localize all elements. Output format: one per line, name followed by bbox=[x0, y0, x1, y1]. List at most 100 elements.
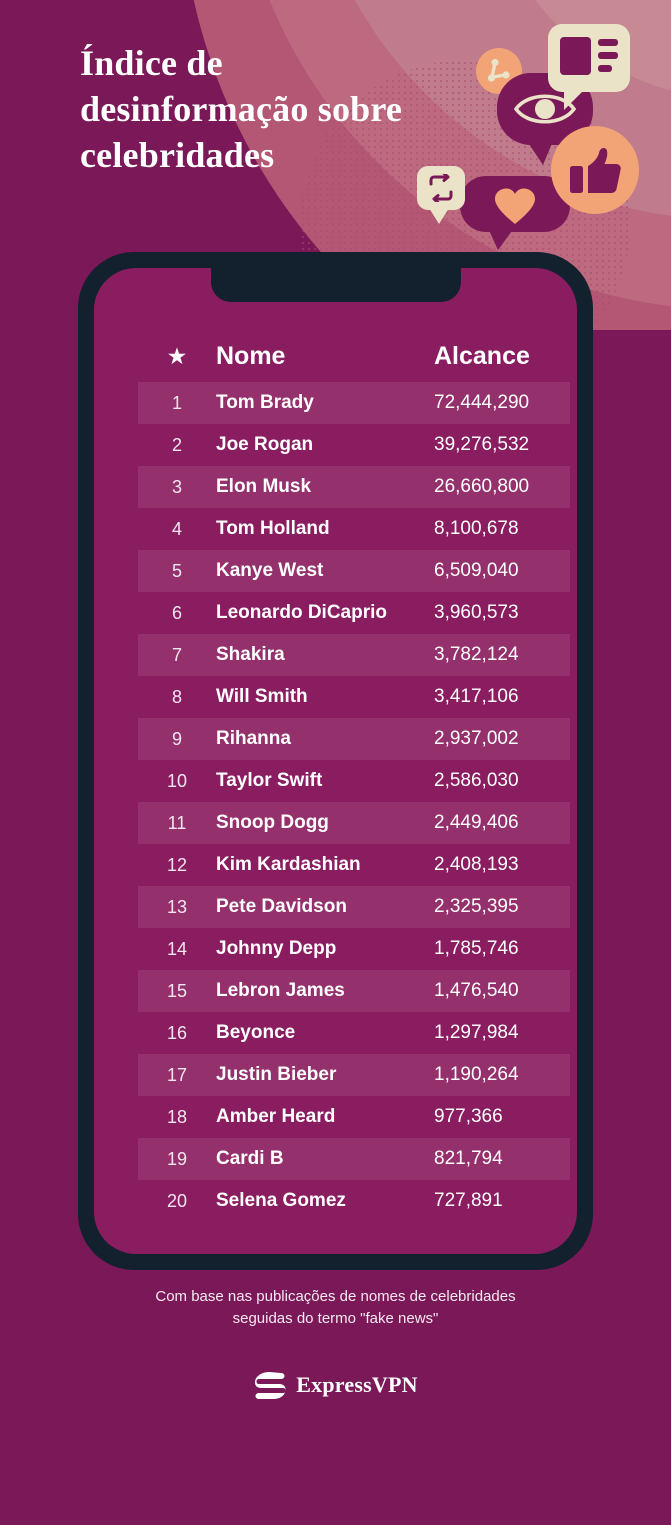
row-reach: 26,660,800 bbox=[434, 476, 530, 497]
row-reach: 3,782,124 bbox=[434, 644, 519, 665]
row-rank: 16 bbox=[166, 1022, 188, 1043]
row-rank: 6 bbox=[171, 602, 182, 623]
row-rank: 8 bbox=[171, 686, 182, 707]
row-name: Taylor Swift bbox=[216, 770, 323, 791]
row-reach: 1,190,264 bbox=[434, 1064, 519, 1085]
brand-name: ExpressVPN bbox=[296, 1372, 418, 1397]
row-rank: 7 bbox=[171, 644, 182, 665]
row-reach: 6,509,040 bbox=[434, 560, 519, 581]
row-reach: 727,891 bbox=[434, 1190, 503, 1211]
star-icon: ★ bbox=[168, 345, 186, 368]
row-name: Joe Rogan bbox=[216, 434, 314, 455]
row-reach: 1,476,540 bbox=[434, 980, 519, 1001]
table-row: 7 Shakira 3,782,124 bbox=[138, 634, 570, 676]
table-row: 10 Taylor Swift 2,586,030 bbox=[138, 760, 570, 802]
row-reach: 977,366 bbox=[434, 1106, 503, 1127]
phone-screen: ★ Nome Alcance 1 Tom Brady 72,444,290 2 … bbox=[94, 268, 577, 1254]
row-rank: 10 bbox=[166, 770, 188, 791]
row-rank: 18 bbox=[166, 1106, 188, 1127]
social-icon-cluster bbox=[0, 0, 671, 250]
row-reach: 821,794 bbox=[434, 1148, 503, 1169]
row-rank: 4 bbox=[171, 518, 182, 539]
table-row: 9 Rihanna 2,937,002 bbox=[138, 718, 570, 760]
thumbs-up-glyph bbox=[570, 148, 621, 193]
table-row: 1 Tom Brady 72,444,290 bbox=[138, 382, 570, 424]
row-name: Shakira bbox=[216, 644, 285, 665]
post-bubble-icon bbox=[548, 24, 630, 110]
row-name: Will Smith bbox=[216, 686, 308, 707]
table-row: 3 Elon Musk 26,660,800 bbox=[138, 466, 570, 508]
table-row: 18 Amber Heard 977,366 bbox=[138, 1096, 570, 1138]
row-reach: 2,937,002 bbox=[434, 728, 519, 749]
row-reach: 72,444,290 bbox=[434, 392, 530, 413]
row-rank: 14 bbox=[166, 938, 188, 959]
row-rank: 1 bbox=[171, 392, 182, 413]
row-rank: 17 bbox=[166, 1064, 188, 1085]
retweet-icon bbox=[417, 166, 465, 224]
row-name: Selena Gomez bbox=[216, 1190, 346, 1211]
table-row: 11 Snoop Dogg 2,449,406 bbox=[138, 802, 570, 844]
table-row: 14 Johnny Depp 1,785,746 bbox=[138, 928, 570, 970]
row-reach: 2,586,030 bbox=[434, 770, 519, 791]
retweet-glyph bbox=[429, 174, 453, 202]
expressvpn-mark-icon bbox=[255, 1372, 286, 1399]
row-reach: 1,297,984 bbox=[434, 1022, 519, 1043]
row-name: Amber Heard bbox=[216, 1106, 336, 1127]
row-rank: 15 bbox=[166, 980, 188, 1001]
table-row: 5 Kanye West 6,509,040 bbox=[138, 550, 570, 592]
row-name: Justin Bieber bbox=[216, 1064, 337, 1085]
row-name: Leonardo DiCaprio bbox=[216, 602, 388, 623]
table-row: 12 Kim Kardashian 2,408,193 bbox=[138, 844, 570, 886]
row-reach: 2,449,406 bbox=[434, 812, 519, 833]
row-reach: 2,325,395 bbox=[434, 896, 519, 917]
ranking-table: ★ Nome Alcance 1 Tom Brady 72,444,290 2 … bbox=[138, 330, 570, 1222]
table-row: 13 Pete Davidson 2,325,395 bbox=[138, 886, 570, 928]
thumbs-up-icon bbox=[551, 126, 639, 214]
table-row: 16 Beyonce 1,297,984 bbox=[138, 1012, 570, 1054]
footnote: Com base nas publicações de nomes de cel… bbox=[155, 1288, 516, 1327]
row-rank: 9 bbox=[171, 728, 182, 749]
column-header-reach: Alcance bbox=[434, 341, 530, 370]
brand-logo: ExpressVPN bbox=[0, 1370, 671, 1400]
page-title: Índice de desinformação sobre celebridad… bbox=[80, 43, 403, 176]
phone-frame: ★ Nome Alcance 1 Tom Brady 72,444,290 2 … bbox=[78, 252, 593, 1270]
row-name: Kim Kardashian bbox=[216, 854, 361, 875]
row-reach: 8,100,678 bbox=[434, 518, 519, 539]
row-name: Kanye West bbox=[216, 560, 324, 581]
table-row: 6 Leonardo DiCaprio 3,960,573 bbox=[138, 592, 570, 634]
row-name: Pete Davidson bbox=[216, 896, 347, 917]
row-rank: 5 bbox=[171, 560, 182, 581]
row-name: Rihanna bbox=[216, 728, 291, 749]
table-row: 15 Lebron James 1,476,540 bbox=[138, 970, 570, 1012]
row-rank: 12 bbox=[166, 854, 188, 875]
row-name: Lebron James bbox=[216, 980, 345, 1001]
table-row: 2 Joe Rogan 39,276,532 bbox=[138, 424, 570, 466]
row-rank: 3 bbox=[171, 476, 182, 497]
row-rank: 13 bbox=[166, 896, 188, 917]
table-row: 4 Tom Holland 8,100,678 bbox=[138, 508, 570, 550]
row-rank: 20 bbox=[166, 1190, 188, 1211]
column-header-name: Nome bbox=[216, 341, 286, 370]
post-text-lines bbox=[598, 39, 618, 78]
row-rank: 11 bbox=[167, 812, 187, 833]
table-row: 17 Justin Bieber 1,190,264 bbox=[138, 1054, 570, 1096]
table-header-row: ★ Nome Alcance bbox=[138, 330, 570, 382]
table-row: 20 Selena Gomez 727,891 bbox=[138, 1180, 570, 1222]
row-name: Tom Holland bbox=[216, 518, 330, 539]
table-row: 8 Will Smith 3,417,106 bbox=[138, 676, 570, 718]
row-name: Tom Brady bbox=[216, 392, 314, 413]
row-reach: 3,417,106 bbox=[434, 686, 519, 707]
row-reach: 39,276,532 bbox=[434, 434, 530, 455]
row-reach: 3,960,573 bbox=[434, 602, 519, 623]
share-glyph bbox=[487, 58, 510, 82]
heart-bubble bbox=[460, 176, 570, 250]
heart-icon bbox=[495, 188, 535, 224]
row-name: Johnny Depp bbox=[216, 938, 337, 959]
row-name: Beyonce bbox=[216, 1022, 296, 1043]
row-rank: 19 bbox=[166, 1148, 188, 1169]
row-name: Snoop Dogg bbox=[216, 812, 329, 833]
row-name: Cardi B bbox=[216, 1148, 284, 1169]
row-reach: 2,408,193 bbox=[434, 854, 519, 875]
post-image-block bbox=[560, 37, 591, 75]
